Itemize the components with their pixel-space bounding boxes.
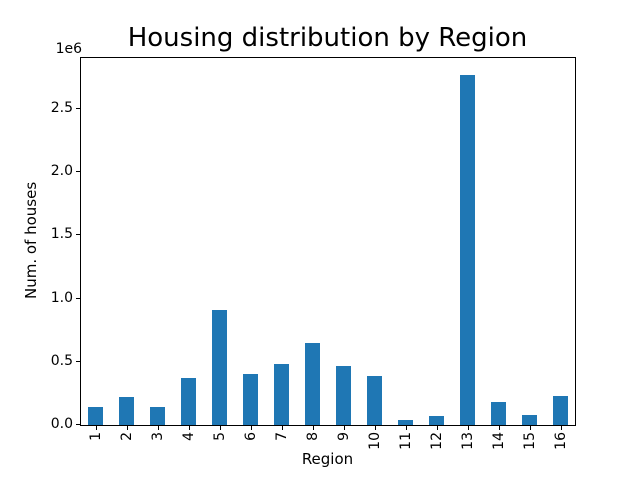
- x-tick-mark: [95, 426, 97, 430]
- y-tick-mark: [76, 297, 80, 299]
- y-tick-label: 0.5: [50, 352, 73, 369]
- bar-region-6: [243, 374, 259, 425]
- y-tick-mark: [76, 424, 80, 425]
- x-tick-mark: [343, 426, 345, 430]
- x-tick-mark: [219, 426, 221, 430]
- x-tick-label: 7: [273, 432, 290, 441]
- y-tick-label: 0.0: [50, 416, 73, 432]
- x-tick-label: 8: [304, 432, 321, 441]
- chart-title: Housing distribution by Region: [127, 23, 528, 53]
- x-tick-mark: [188, 426, 190, 430]
- x-tick-label: 15: [521, 432, 538, 450]
- y-tick-mark: [76, 108, 80, 110]
- x-tick-mark: [467, 426, 469, 430]
- bar-region-11: [398, 419, 414, 425]
- y-tick-mark: [76, 171, 80, 173]
- x-tick-mark: [560, 426, 562, 430]
- y-tick-mark: [76, 234, 80, 236]
- plot-area: [80, 57, 576, 426]
- x-tick-mark: [529, 426, 531, 430]
- x-axis-label: Region: [301, 450, 354, 468]
- bar-region-7: [274, 364, 290, 425]
- bar-region-1: [88, 407, 104, 425]
- x-tick-label: 2: [118, 432, 135, 441]
- bar-region-4: [181, 378, 197, 425]
- y-tick-mark: [76, 360, 80, 362]
- x-tick-mark: [250, 426, 252, 430]
- x-tick-label: 14: [490, 432, 507, 450]
- x-tick-label: 4: [180, 432, 197, 441]
- x-tick-label: 9: [335, 432, 352, 441]
- y-tick-label: 2.0: [50, 163, 73, 180]
- y-tick-label: 1.5: [50, 226, 73, 243]
- y-axis-offset-text: 1e6: [55, 41, 82, 57]
- bar-region-3: [150, 407, 166, 425]
- bar-region-16: [553, 395, 569, 425]
- x-tick-mark: [436, 426, 438, 430]
- bar-region-10: [367, 375, 383, 425]
- y-tick-label: 1.0: [50, 289, 73, 306]
- x-tick-mark: [281, 426, 283, 430]
- bar-region-8: [305, 342, 321, 425]
- bar-region-13: [460, 75, 476, 425]
- x-tick-label: 3: [149, 432, 166, 441]
- bar-region-2: [119, 397, 135, 425]
- bar-region-14: [491, 402, 507, 425]
- x-tick-label: 11: [397, 432, 414, 450]
- x-tick-label: 12: [428, 432, 445, 450]
- bar-region-12: [429, 416, 445, 425]
- x-tick-mark: [312, 426, 314, 430]
- x-tick-label: 6: [242, 432, 259, 441]
- x-tick-mark: [405, 426, 407, 430]
- bar-region-9: [336, 365, 352, 425]
- x-tick-mark: [498, 426, 500, 430]
- x-tick-mark: [157, 426, 159, 430]
- bar-region-5: [212, 310, 228, 425]
- bar-region-15: [522, 414, 538, 425]
- y-tick-label: 2.5: [50, 100, 73, 117]
- x-tick-label: 13: [459, 432, 476, 450]
- x-tick-mark: [126, 426, 128, 430]
- x-tick-label: 10: [366, 432, 383, 450]
- x-tick-label: 16: [552, 432, 569, 450]
- x-tick-label: 5: [211, 432, 228, 441]
- x-tick-label: 1: [87, 432, 104, 441]
- x-tick-mark: [374, 426, 376, 430]
